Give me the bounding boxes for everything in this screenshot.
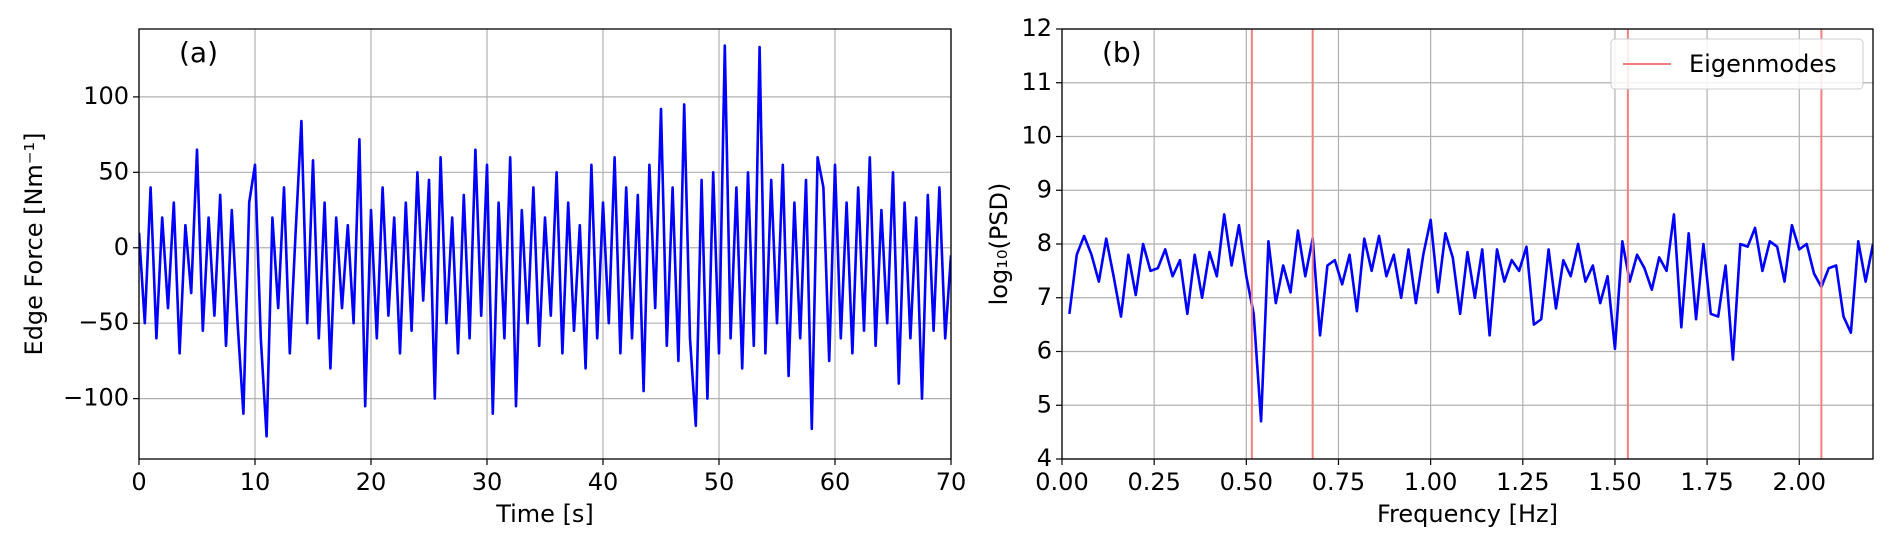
y-tick-label: 11 bbox=[1021, 68, 1052, 96]
x-tick-label: 20 bbox=[356, 468, 387, 496]
y-axis-label: Edge Force [Nm⁻¹] bbox=[20, 133, 48, 356]
y-tick-label: 4 bbox=[1037, 444, 1052, 472]
axes-frame bbox=[1061, 28, 1874, 460]
y-tick-label: 12 bbox=[1021, 14, 1052, 42]
x-tick-label: 0.25 bbox=[1127, 468, 1180, 496]
legend-box bbox=[1610, 38, 1864, 90]
x-axis-label: Frequency [Hz] bbox=[1377, 500, 1558, 528]
data-line bbox=[1068, 213, 1873, 423]
y-axis-label: log₁₀(PSD) bbox=[985, 183, 1013, 306]
y-tick-label: −100 bbox=[63, 384, 129, 412]
x-tick-label: 0.00 bbox=[1035, 468, 1088, 496]
axes-frame bbox=[138, 28, 952, 460]
x-axis-label: Time [s] bbox=[495, 500, 594, 528]
x-tick-label: 40 bbox=[588, 468, 619, 496]
x-tick-label: 1.50 bbox=[1588, 468, 1641, 496]
plot-area bbox=[139, 44, 951, 438]
x-tick-label: 70 bbox=[936, 468, 967, 496]
y-tick-label: 0 bbox=[114, 233, 129, 261]
x-tick-label: 60 bbox=[820, 468, 851, 496]
panel-label: (b) bbox=[1102, 36, 1142, 69]
x-tick-label: 2.00 bbox=[1773, 468, 1826, 496]
x-tick-label: 1.25 bbox=[1496, 468, 1549, 496]
x-tick-label: 10 bbox=[240, 468, 271, 496]
legend-label: Eigenmodes bbox=[1689, 50, 1837, 78]
x-tick-label: 0 bbox=[131, 468, 146, 496]
y-tick-label: 7 bbox=[1037, 283, 1052, 311]
y-tick-label: 6 bbox=[1037, 337, 1052, 365]
y-tick-label: 5 bbox=[1037, 390, 1052, 418]
x-tick-label: 30 bbox=[472, 468, 503, 496]
y-tick-label: −50 bbox=[78, 308, 129, 336]
x-tick-label: 0.75 bbox=[1312, 468, 1365, 496]
data-line bbox=[139, 44, 951, 438]
x-tick-label: 0.50 bbox=[1220, 468, 1273, 496]
y-tick-label: 50 bbox=[98, 157, 129, 185]
y-tick-label: 100 bbox=[83, 82, 129, 110]
y-tick-label: 9 bbox=[1037, 175, 1052, 203]
panel-label: (a) bbox=[179, 36, 218, 69]
y-tick-label: 8 bbox=[1037, 229, 1052, 257]
plot-area bbox=[1068, 29, 1873, 459]
y-tick-label: 10 bbox=[1021, 122, 1052, 150]
x-tick-label: 1.00 bbox=[1404, 468, 1457, 496]
x-tick-label: 50 bbox=[704, 468, 735, 496]
x-tick-label: 1.75 bbox=[1680, 468, 1733, 496]
